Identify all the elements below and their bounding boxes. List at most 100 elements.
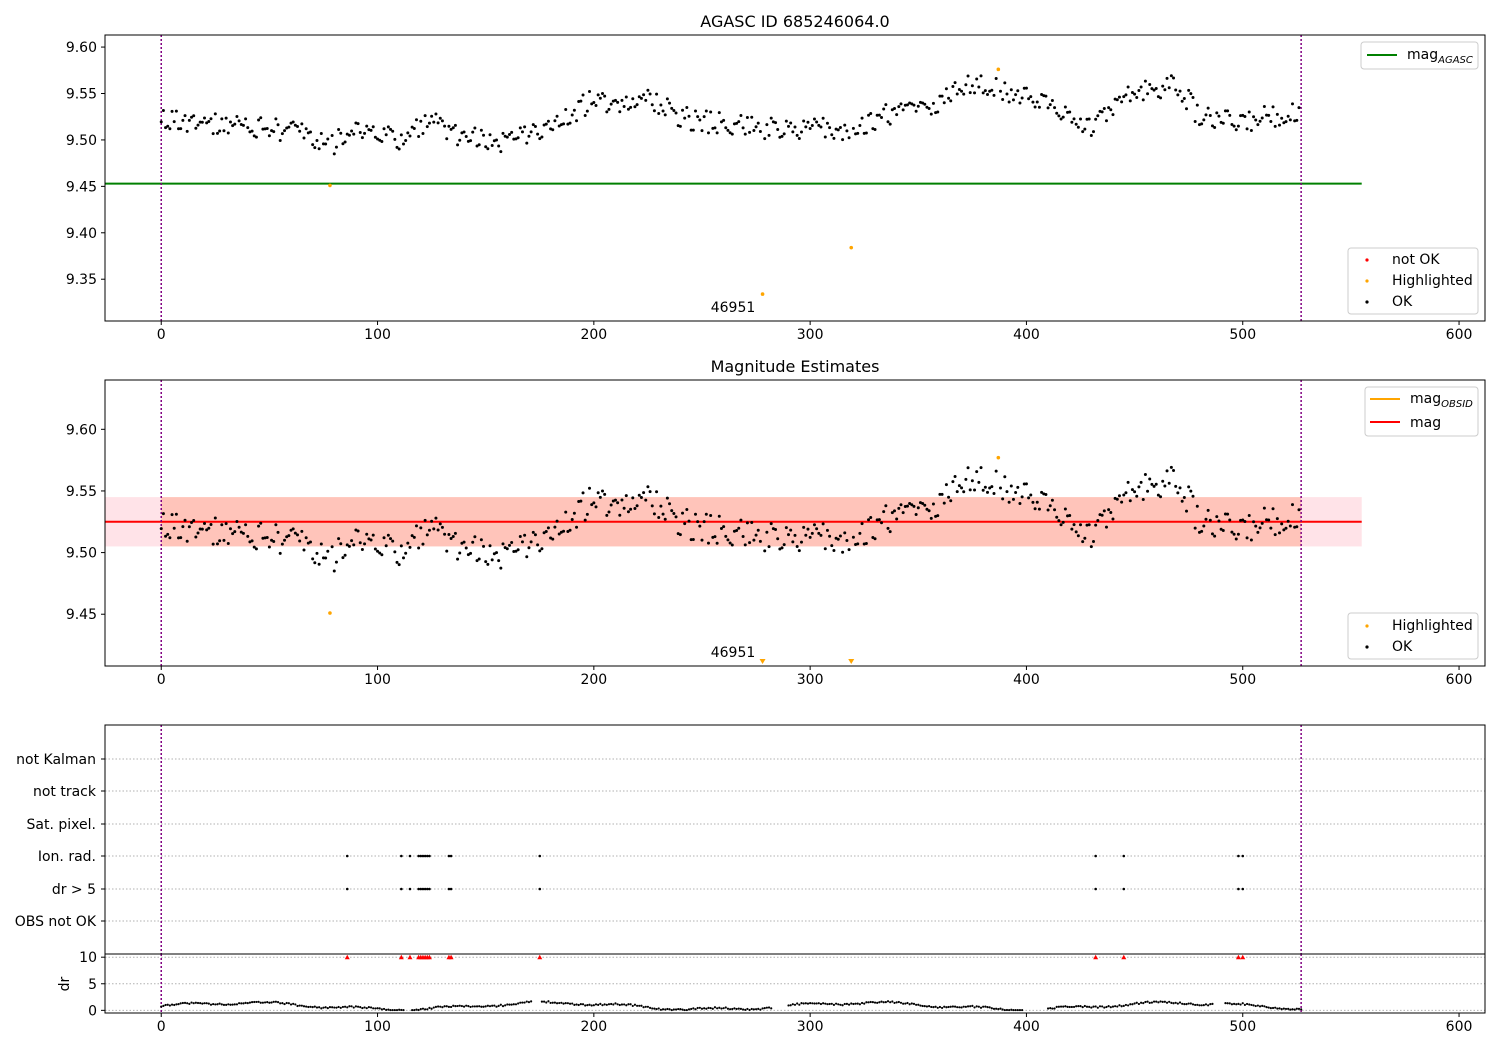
ok-point: [1161, 84, 1165, 88]
dr-point: [1194, 1003, 1197, 1007]
dr-point: [696, 1006, 699, 1010]
ok-point: [953, 475, 957, 479]
ok-point: [1187, 485, 1191, 489]
x-tick-label: 200: [580, 672, 607, 688]
dr-point: [424, 1008, 427, 1011]
dr-point: [257, 1000, 260, 1003]
ok-point: [739, 518, 743, 522]
y-tick-label: 9.45: [66, 607, 97, 623]
ok-point: [1226, 512, 1230, 516]
ok-point: [579, 99, 583, 103]
ok-point: [1109, 108, 1113, 112]
ok-point: [274, 523, 278, 527]
ok-point: [324, 142, 328, 146]
ok-point: [797, 549, 801, 553]
ok-point: [332, 569, 336, 573]
ok-point: [1018, 101, 1022, 105]
dr-point: [1088, 1005, 1091, 1008]
dr-point: [629, 1003, 632, 1006]
ok-point: [1213, 534, 1217, 538]
clipped-dr-marker: [407, 954, 413, 960]
ok-point: [821, 522, 825, 526]
ok-point: [1245, 536, 1249, 540]
ok-point: [735, 529, 739, 533]
ok-point: [1210, 124, 1214, 128]
ok-point: [1094, 523, 1098, 527]
dr-point: [497, 1004, 500, 1007]
agasc-magnitude-panel: AGASC ID 685246064.0 0 100 200 300 400 500 600…: [66, 12, 1486, 343]
ok-point: [1195, 504, 1199, 508]
ok-point: [1206, 508, 1210, 512]
dr-point: [272, 1000, 275, 1003]
ok-point: [406, 541, 410, 545]
y-tick-label: 10: [79, 950, 97, 966]
ok-point: [774, 528, 778, 532]
dr-point: [305, 1005, 308, 1008]
ok-point: [940, 492, 944, 496]
ok-point: [495, 138, 499, 142]
x-tick-label: 400: [1013, 1019, 1040, 1035]
dr-point: [263, 1001, 267, 1004]
clipped-dr-marker: [426, 954, 432, 960]
ok-point: [1139, 85, 1143, 89]
ok-point: [233, 122, 237, 126]
ok-point: [164, 126, 168, 130]
ok-point: [1068, 110, 1072, 114]
ok-point: [1163, 484, 1167, 488]
ok-point: [408, 134, 412, 138]
dr-point: [992, 1007, 996, 1010]
dr-point: [555, 1002, 559, 1005]
ok-point: [769, 116, 773, 120]
ok-point: [1204, 517, 1208, 521]
dr-point: [1148, 1001, 1151, 1004]
ok-point: [864, 131, 868, 135]
ok-point: [168, 536, 172, 540]
ok-point: [782, 543, 786, 547]
dr-point: [389, 1008, 392, 1012]
ok-point: [951, 85, 955, 89]
ok-point: [161, 512, 165, 516]
dr-point: [824, 1002, 827, 1005]
ok-point: [228, 527, 232, 531]
ok-point: [1148, 83, 1152, 87]
ok-point: [1128, 499, 1132, 503]
ok-point: [1241, 518, 1245, 522]
ok-point: [1185, 107, 1189, 111]
ok-point: [799, 130, 803, 134]
ok-point: [804, 125, 808, 129]
dr-point: [1118, 1004, 1121, 1007]
ok-point: [172, 120, 176, 124]
legend-highlighted-label: Highlighted: [1392, 618, 1473, 634]
ok-point: [810, 531, 814, 535]
dr-point: [1207, 1004, 1210, 1007]
ok-point: [633, 506, 637, 510]
ok-point: [672, 512, 676, 516]
ok-point: [624, 95, 628, 99]
ok-point: [973, 91, 977, 95]
dr-point: [685, 1008, 688, 1012]
ok-point: [1091, 540, 1095, 544]
ok-point: [395, 560, 399, 564]
ok-point: [1037, 507, 1041, 511]
ok-point: [1143, 472, 1147, 476]
ok-point: [603, 94, 607, 98]
dr-point: [765, 1006, 768, 1009]
ok-point: [557, 532, 561, 536]
ok-point: [1156, 493, 1160, 497]
ok-point: [1174, 484, 1178, 488]
ok-point: [1074, 122, 1078, 126]
dr-point: [467, 1004, 470, 1008]
dr-point: [1269, 1007, 1272, 1010]
dr-point: [419, 1007, 422, 1011]
dr-point: [956, 1006, 959, 1009]
ok-point: [438, 522, 442, 526]
ok-point: [1232, 532, 1236, 536]
dr-point: [465, 1004, 468, 1007]
ok-point: [293, 531, 297, 535]
ok-point: [259, 116, 263, 120]
dr-point: [830, 1002, 833, 1005]
dr-point: [1191, 1003, 1195, 1006]
ok-point: [464, 134, 468, 138]
ok-point: [432, 527, 436, 531]
dr-point: [863, 1002, 866, 1005]
